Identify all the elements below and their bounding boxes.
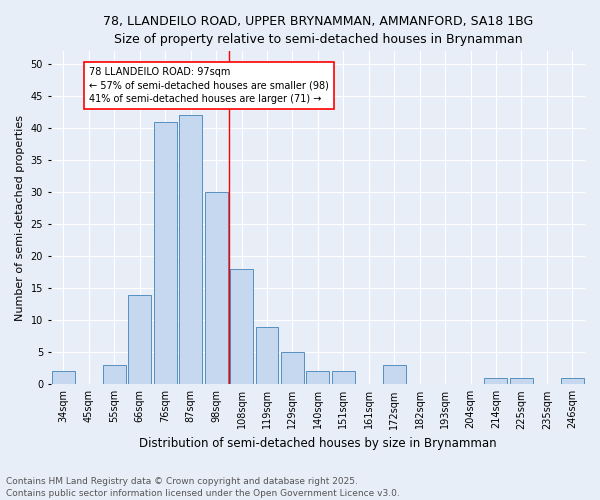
Text: Contains HM Land Registry data © Crown copyright and database right 2025.
Contai: Contains HM Land Registry data © Crown c… xyxy=(6,476,400,498)
Y-axis label: Number of semi-detached properties: Number of semi-detached properties xyxy=(15,115,25,321)
Bar xyxy=(230,269,253,384)
Bar xyxy=(484,378,508,384)
Bar xyxy=(179,116,202,384)
Bar xyxy=(510,378,533,384)
Bar xyxy=(128,294,151,384)
Bar xyxy=(52,372,75,384)
Bar xyxy=(307,372,329,384)
X-axis label: Distribution of semi-detached houses by size in Brynamman: Distribution of semi-detached houses by … xyxy=(139,437,497,450)
Title: 78, LLANDEILO ROAD, UPPER BRYNAMMAN, AMMANFORD, SA18 1BG
Size of property relati: 78, LLANDEILO ROAD, UPPER BRYNAMMAN, AMM… xyxy=(103,15,533,46)
Text: 78 LLANDEILO ROAD: 97sqm
← 57% of semi-detached houses are smaller (98)
41% of s: 78 LLANDEILO ROAD: 97sqm ← 57% of semi-d… xyxy=(89,68,329,104)
Bar xyxy=(383,365,406,384)
Bar xyxy=(205,192,227,384)
Bar xyxy=(256,326,278,384)
Bar xyxy=(103,365,126,384)
Bar xyxy=(281,352,304,384)
Bar xyxy=(561,378,584,384)
Bar xyxy=(332,372,355,384)
Bar xyxy=(154,122,176,384)
